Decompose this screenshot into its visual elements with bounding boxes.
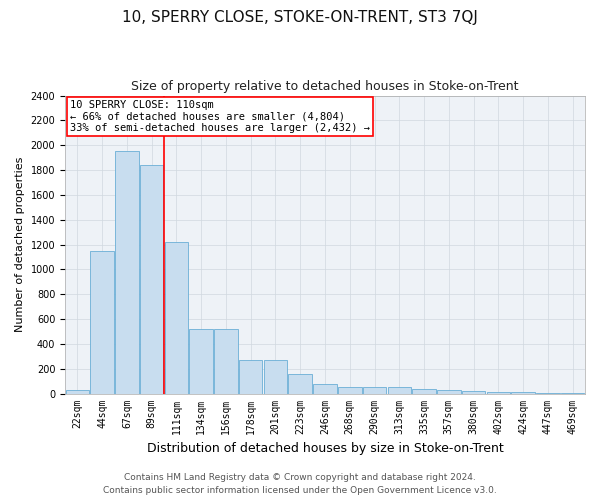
Bar	[561, 393, 584, 394]
Bar	[140, 165, 163, 394]
Bar	[313, 384, 337, 394]
Bar	[536, 393, 560, 394]
Bar	[214, 329, 238, 394]
Bar	[462, 391, 485, 394]
Bar	[412, 388, 436, 394]
Bar	[65, 390, 89, 394]
Bar	[190, 329, 213, 394]
Text: Contains HM Land Registry data © Crown copyright and database right 2024.
Contai: Contains HM Land Registry data © Crown c…	[103, 474, 497, 495]
Y-axis label: Number of detached properties: Number of detached properties	[15, 157, 25, 332]
Text: 10, SPERRY CLOSE, STOKE-ON-TRENT, ST3 7QJ: 10, SPERRY CLOSE, STOKE-ON-TRENT, ST3 7Q…	[122, 10, 478, 25]
Bar	[487, 392, 510, 394]
Bar	[289, 374, 312, 394]
Title: Size of property relative to detached houses in Stoke-on-Trent: Size of property relative to detached ho…	[131, 80, 519, 93]
Text: 10 SPERRY CLOSE: 110sqm
← 66% of detached houses are smaller (4,804)
33% of semi: 10 SPERRY CLOSE: 110sqm ← 66% of detache…	[70, 100, 370, 133]
Bar	[338, 388, 362, 394]
Bar	[511, 392, 535, 394]
Bar	[437, 390, 461, 394]
Bar	[115, 152, 139, 394]
Bar	[91, 251, 114, 394]
Bar	[264, 360, 287, 394]
X-axis label: Distribution of detached houses by size in Stoke-on-Trent: Distribution of detached houses by size …	[146, 442, 503, 455]
Bar	[164, 242, 188, 394]
Bar	[388, 388, 411, 394]
Bar	[363, 386, 386, 394]
Bar	[239, 360, 262, 394]
